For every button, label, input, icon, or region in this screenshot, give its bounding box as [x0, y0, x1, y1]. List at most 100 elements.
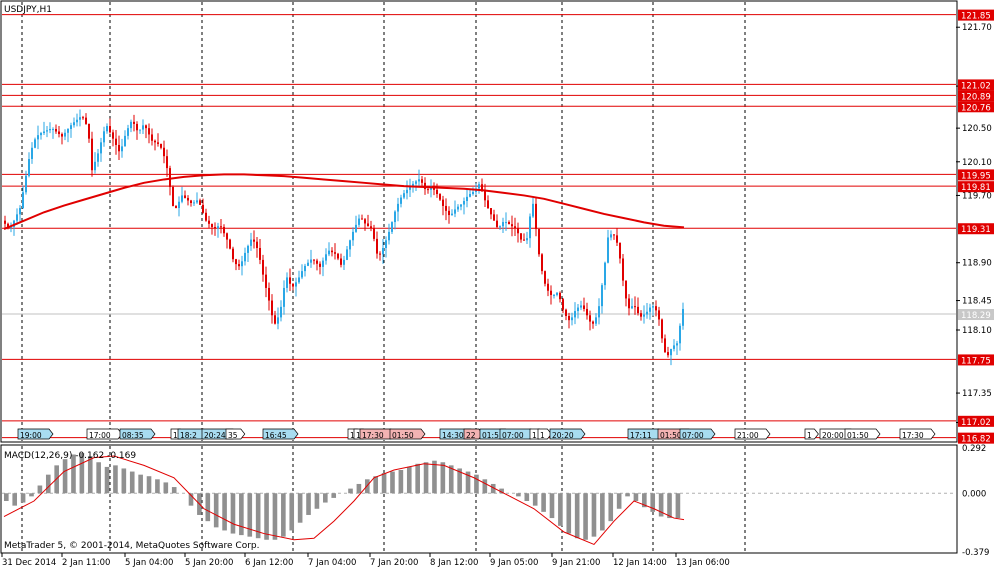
candle-body — [82, 117, 84, 119]
level-price-text: 116.82 — [961, 435, 991, 445]
candle-body — [610, 234, 612, 238]
macd-bar — [398, 470, 404, 494]
level-price-text: 120.89 — [961, 92, 991, 102]
candle-body — [655, 306, 657, 311]
candle-body — [136, 123, 138, 131]
event-label[interactable]: 16:45 — [262, 428, 299, 440]
candle-body — [250, 239, 252, 246]
candle-body — [361, 218, 363, 220]
event-label-text: 19:00 — [20, 431, 42, 440]
candle-body — [532, 203, 534, 217]
macd-bar — [213, 493, 219, 528]
candle-body — [436, 189, 438, 195]
event-label[interactable]: 07:00 — [679, 428, 716, 440]
event-label[interactable]: 17:30 — [899, 428, 936, 440]
candle-body — [205, 212, 207, 221]
candlesticks — [4, 109, 684, 366]
time-label: 9 Jan 21:00 — [552, 558, 600, 568]
macd-bar — [675, 493, 681, 519]
macd-bar — [323, 493, 328, 503]
macd-signal-line — [3, 455, 685, 546]
macd-bar — [583, 493, 588, 540]
level-price-text: 119.81 — [961, 183, 991, 193]
candle-body — [22, 192, 24, 209]
event-labels-row[interactable]: 19:00 17:00 08:35 1 18:2 20:24 35 16:45 1 1 17:30 0… — [17, 428, 936, 440]
candle-body — [202, 204, 204, 213]
candle-body — [604, 262, 606, 286]
candle-body — [394, 211, 396, 223]
macd-bar — [474, 474, 479, 494]
macd-bar — [356, 483, 362, 494]
event-label[interactable]: 20:20 — [549, 428, 586, 440]
event-label-text: 01:50 — [660, 431, 682, 440]
event-label[interactable]: 1 — [804, 428, 819, 440]
level-price-text: 117.02 — [961, 418, 991, 428]
event-label[interactable]: 01:50 — [389, 428, 426, 440]
candle-body — [175, 205, 177, 209]
macd-tick-label: 0.000 — [962, 489, 986, 499]
macd-bar — [524, 493, 530, 502]
candle-body — [607, 237, 609, 263]
candle-body — [349, 240, 351, 250]
candle-body — [490, 208, 492, 215]
macd-bar — [79, 452, 85, 494]
price-pane — [0, 0, 958, 443]
candle-body — [661, 319, 663, 339]
candle-body — [499, 226, 501, 228]
candle-body — [448, 210, 450, 216]
candle-body — [469, 194, 471, 197]
macd-bar — [4, 493, 9, 502]
candle-body — [70, 125, 72, 129]
price-tick-label: 117.35 — [962, 389, 992, 399]
level-price-labels: 121.85121.02120.89120.76119.95119.81119.… — [958, 9, 994, 445]
event-label[interactable]: 35 — [225, 428, 246, 440]
event-label[interactable]: 08:35 — [119, 428, 156, 440]
event-label-text: 17:30 — [902, 431, 924, 440]
candle-body — [412, 183, 414, 187]
moving-average-line — [3, 173, 685, 230]
candle-body — [568, 315, 570, 321]
candle-body — [37, 135, 39, 140]
candle-body — [214, 226, 216, 229]
candle-body — [94, 161, 96, 171]
candle-body — [253, 239, 255, 242]
level-price-label: 121.02 — [958, 79, 994, 91]
event-label[interactable]: 21:00 — [734, 428, 771, 440]
macd-bar — [373, 476, 378, 494]
candle-body — [403, 193, 405, 198]
candle-body — [220, 226, 222, 228]
candle-body — [511, 224, 513, 227]
candle-body — [397, 203, 399, 212]
candle-body — [682, 308, 684, 326]
candle-body — [235, 259, 237, 265]
candle-body — [622, 258, 624, 281]
candle-body — [478, 184, 480, 189]
macd-tick-label: 0.292 — [962, 444, 986, 454]
event-label[interactable]: 17:00 — [86, 428, 123, 440]
macd-pane — [0, 444, 958, 554]
level-price-label: 119.31 — [958, 223, 994, 235]
candle-body — [355, 224, 357, 232]
candle-body — [217, 226, 219, 229]
event-label[interactable]: 1 — [537, 428, 552, 440]
candle-body — [238, 264, 240, 267]
candle-body — [25, 175, 27, 193]
candle-body — [61, 134, 63, 137]
candle-body — [148, 128, 150, 135]
macd-histogram — [4, 452, 681, 540]
candle-body — [550, 290, 552, 295]
event-label-text: 18:2 — [180, 431, 197, 440]
candle-body — [445, 205, 447, 211]
candle-body — [664, 338, 666, 353]
candle-body — [430, 187, 432, 190]
candle-body — [370, 226, 372, 229]
candle-body — [223, 226, 225, 234]
macd-bar — [281, 493, 286, 537]
candle-body — [487, 200, 489, 209]
event-label[interactable]: 01:50 — [844, 428, 881, 440]
event-label[interactable]: 19:00 — [17, 428, 54, 440]
macd-bar — [104, 466, 110, 494]
candle-body — [328, 250, 330, 255]
macd-bar — [390, 471, 395, 494]
